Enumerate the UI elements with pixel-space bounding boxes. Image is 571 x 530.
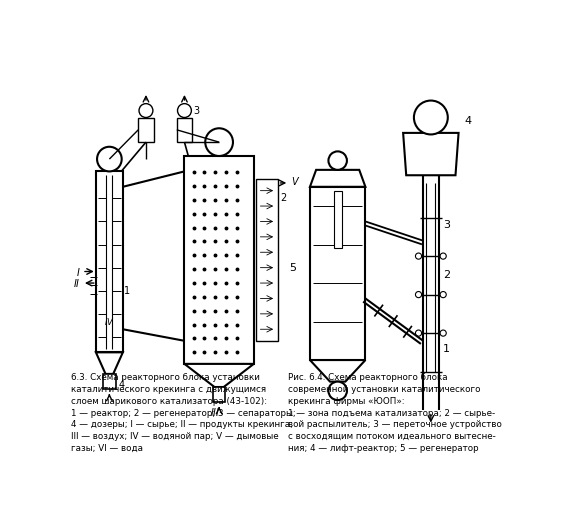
Circle shape [440, 253, 447, 259]
Circle shape [328, 382, 347, 400]
Text: $II$: $II$ [73, 277, 81, 289]
Text: Рис. 6.4. Схема реакторного блока
современной установки каталитического
крекинга: Рис. 6.4. Схема реакторного блока соврем… [288, 373, 501, 453]
Circle shape [139, 104, 153, 118]
Circle shape [178, 104, 191, 118]
Text: $I$: $I$ [76, 266, 81, 278]
Circle shape [414, 101, 448, 135]
Text: 2: 2 [280, 193, 286, 204]
Text: 5: 5 [289, 263, 296, 272]
Bar [334, 191, 341, 249]
Text: $V$: $V$ [291, 175, 300, 188]
Polygon shape [310, 360, 365, 382]
Bar [310, 187, 365, 360]
Text: $IV$: $IV$ [104, 316, 115, 327]
Bar [96, 171, 123, 352]
Bar [177, 118, 192, 142]
Circle shape [416, 330, 421, 336]
Polygon shape [403, 133, 459, 175]
Text: 3: 3 [193, 107, 199, 117]
Polygon shape [310, 170, 365, 187]
Circle shape [416, 253, 421, 259]
Text: 3: 3 [443, 220, 450, 231]
Bar [184, 156, 254, 364]
Polygon shape [96, 352, 123, 374]
Text: $III$: $III$ [210, 407, 220, 418]
Circle shape [416, 292, 421, 298]
Text: 4: 4 [465, 117, 472, 126]
Bar [213, 387, 226, 402]
Circle shape [440, 292, 447, 298]
Polygon shape [184, 364, 254, 387]
Circle shape [440, 330, 447, 336]
Circle shape [328, 152, 347, 170]
Bar [138, 118, 154, 142]
Text: 1: 1 [443, 343, 450, 354]
Bar [256, 179, 278, 341]
Circle shape [97, 147, 122, 171]
Bar [103, 374, 115, 390]
Circle shape [205, 128, 233, 156]
Text: 4: 4 [119, 379, 124, 390]
Text: 2: 2 [443, 270, 451, 280]
Text: 1: 1 [124, 286, 131, 296]
Text: 6.3. Схема реакторного блока установки
каталитического крекинга с движущимся
сло: 6.3. Схема реакторного блока установки к… [71, 373, 295, 453]
